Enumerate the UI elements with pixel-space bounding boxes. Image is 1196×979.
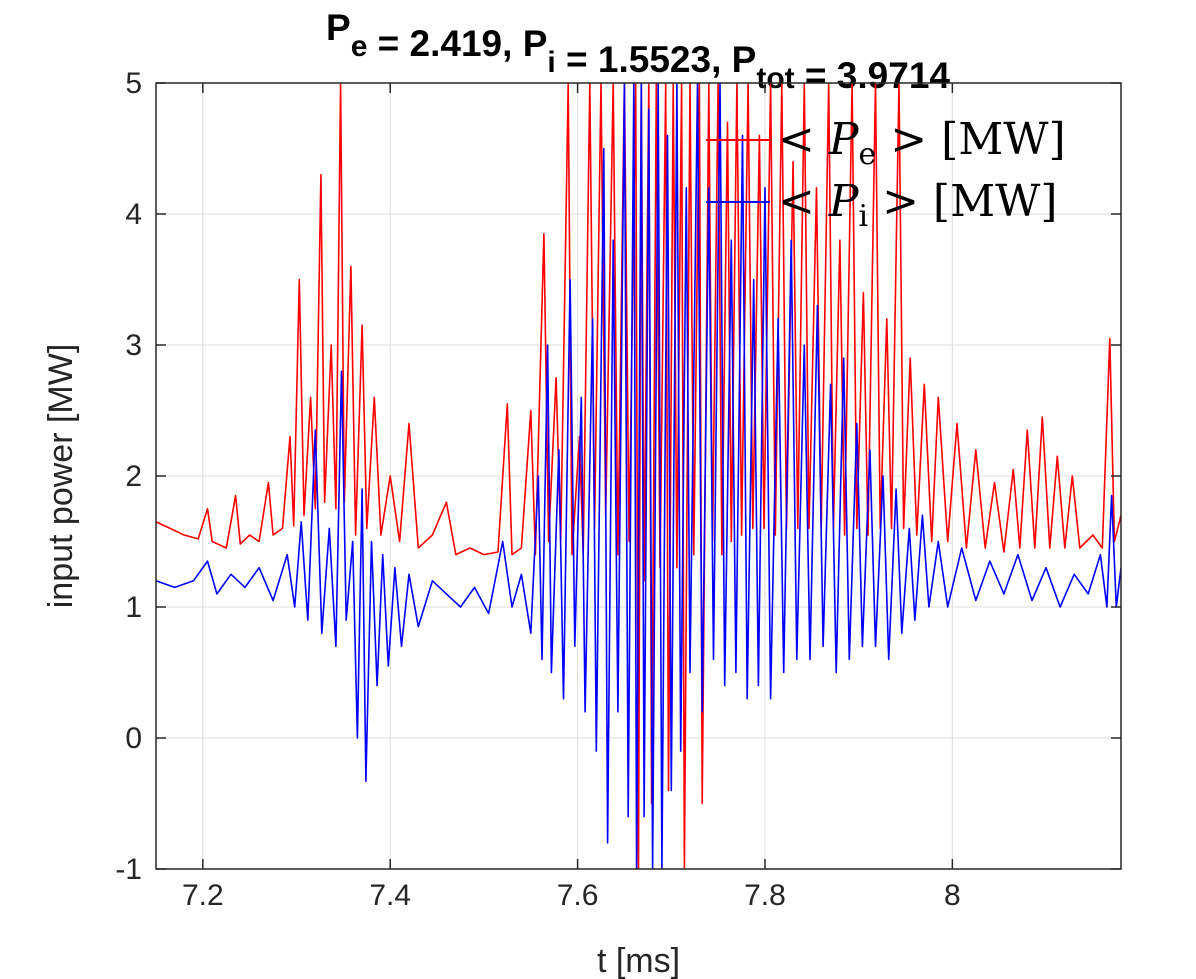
series-line-pi (156, 83, 1121, 869)
y-tick-label: 2 (125, 460, 142, 493)
legend-symbol: P (828, 114, 860, 165)
title-text: Pe = 2.419, Pi = 1.5523, Ptot = 3.9714 (326, 7, 950, 96)
legend-symbol: P (828, 176, 860, 227)
x-tick-label: 7.6 (557, 879, 599, 912)
title-part: = 3.9714 (795, 55, 951, 96)
y-tick-label: 0 (125, 722, 142, 755)
x-tick-label: 7.4 (369, 879, 411, 912)
x-tick-label: 7.2 (182, 879, 224, 912)
y-tick-label: 4 (125, 198, 142, 231)
legend-subscript: i (858, 199, 868, 234)
title-subscript: e (351, 30, 368, 63)
legend-subscript: e (858, 137, 876, 172)
x-axis-label: t [ms] (597, 942, 680, 979)
x-tick-label: 8 (944, 879, 961, 912)
legend-label-pe: < Pe > [MW] (778, 114, 1066, 172)
title-part: P (326, 7, 351, 48)
legend-suffix: > [MW] (868, 176, 1057, 227)
legend-label-pi: < Pi > [MW] (778, 176, 1058, 234)
title-part: = 2.419, (367, 23, 522, 64)
legend-suffix: > [MW] (876, 114, 1065, 165)
y-tick-label: 1 (125, 591, 142, 624)
title-part: P (732, 39, 757, 80)
title-subscript: i (547, 46, 555, 79)
title-subscript: tot (756, 62, 794, 95)
legend-prefix: < (778, 114, 829, 165)
legend-prefix: < (778, 176, 829, 227)
x-tick-label: 7.8 (744, 879, 786, 912)
chart-title: Pe = 2.419, Pi = 1.5523, Ptot = 3.9714 (326, 7, 950, 96)
y-tick-label: 5 (125, 67, 142, 100)
plot-series (156, 83, 1121, 869)
axis-labels: t [ms] input power [MW] (42, 344, 680, 979)
series-line-pe (156, 83, 1121, 869)
y-tick-label: 3 (125, 329, 142, 362)
y-axis-label: input power [MW] (42, 344, 80, 609)
axis-ticks: 7.2 7.4 7.6 7.8 8 -1 0 1 2 3 4 5 (115, 67, 1121, 912)
legend: < Pe > [MW]< Pi > [MW] (706, 114, 1066, 234)
title-part: P (523, 23, 548, 64)
title-part: = 1.5523, (556, 39, 732, 80)
y-tick-label: -1 (115, 853, 142, 886)
